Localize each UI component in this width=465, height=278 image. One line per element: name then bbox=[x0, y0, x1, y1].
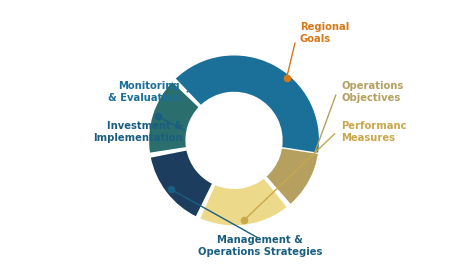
Text: Management &
Operations Strategies: Management & Operations Strategies bbox=[198, 235, 322, 257]
Wedge shape bbox=[266, 127, 319, 205]
Wedge shape bbox=[235, 55, 318, 131]
Wedge shape bbox=[175, 55, 319, 153]
Text: Performanc
Measures: Performanc Measures bbox=[341, 121, 406, 143]
Text: Operations
Objectives: Operations Objectives bbox=[341, 81, 403, 103]
Wedge shape bbox=[148, 81, 199, 153]
Text: Regional
Goals: Regional Goals bbox=[300, 23, 349, 44]
Wedge shape bbox=[199, 178, 288, 226]
Text: Investment &
Implementation: Investment & Implementation bbox=[93, 121, 183, 143]
Text: Monitoring
& Evaluation: Monitoring & Evaluation bbox=[108, 81, 180, 103]
Wedge shape bbox=[150, 150, 213, 217]
